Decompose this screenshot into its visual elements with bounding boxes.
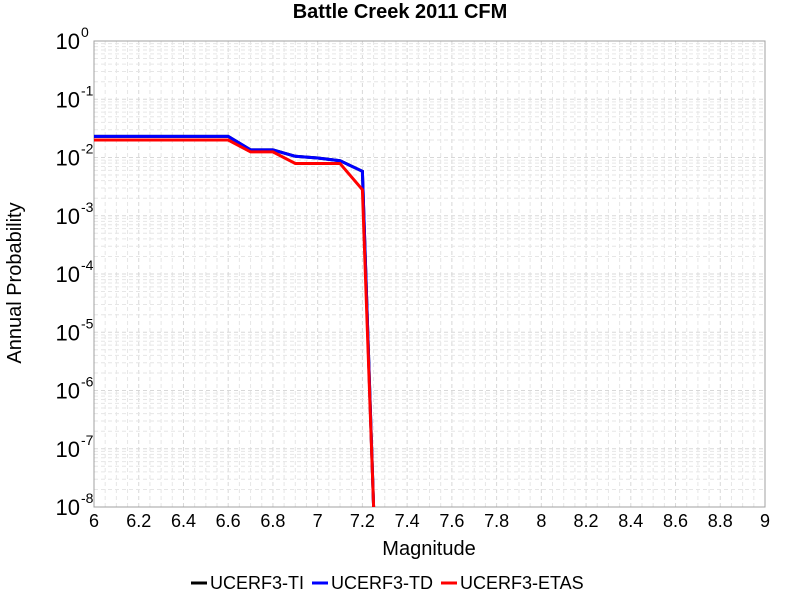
legend-label: UCERF3-TI — [210, 573, 304, 593]
x-tick-label: 6.6 — [216, 511, 241, 531]
y-tick-label: 10 — [56, 87, 80, 112]
y-tick-exponent: -2 — [81, 141, 94, 157]
y-tick-exponent: -1 — [81, 82, 94, 98]
y-axis-label: Annual Probability — [4, 202, 26, 363]
grid — [93, 40, 766, 508]
y-tick-exponent: -8 — [81, 490, 94, 506]
y-tick-label: 10 — [56, 204, 80, 229]
series-layer — [94, 134, 376, 508]
series-line-ucerf3-td — [94, 134, 376, 508]
series-line-ucerf3-ti — [94, 134, 376, 508]
y-tick-exponent: -4 — [81, 257, 94, 273]
x-tick-label: 8.4 — [618, 511, 643, 531]
x-tick-label: 6.8 — [260, 511, 285, 531]
x-tick-label: 7.8 — [484, 511, 509, 531]
y-tick-exponent: 0 — [81, 24, 89, 40]
x-axis-label: Magnitude — [382, 538, 475, 560]
y-tick-label: 10 — [56, 146, 80, 171]
legend: UCERF3-TI UCERF3-TD UCERF3-ETAS — [191, 573, 584, 593]
x-tick-label: 8.8 — [708, 511, 733, 531]
y-tick-exponent: -7 — [81, 432, 94, 448]
x-tick-label: 7.4 — [395, 511, 420, 531]
x-axis: 6 6.2 6.4 6.6 6.8 7 7.2 7.4 7.6 7.8 8 8.2 8.4 8.6 8.8 9 — [89, 511, 770, 531]
y-tick-label: 10 — [56, 262, 80, 287]
x-tick-label: 6.4 — [171, 511, 196, 531]
x-tick-label: 8.2 — [574, 511, 599, 531]
y-tick-exponent: -6 — [81, 374, 94, 390]
x-tick-label: 6.2 — [126, 511, 151, 531]
y-tick-label: 10 — [56, 495, 80, 520]
y-tick-exponent: -5 — [81, 315, 94, 331]
x-tick-label: 9 — [760, 511, 770, 531]
y-tick-label: 10 — [56, 379, 80, 404]
legend-label: UCERF3-ETAS — [460, 573, 584, 593]
y-tick-label: 10 — [56, 437, 80, 462]
x-tick-label: 7.2 — [350, 511, 375, 531]
y-tick-label: 10 — [56, 29, 80, 54]
plot-area — [93, 40, 766, 508]
x-tick-label: 8 — [536, 511, 546, 531]
y-tick-label: 10 — [56, 320, 80, 345]
x-tick-label: 7 — [313, 511, 323, 531]
chart-title: Battle Creek 2011 CFM — [293, 1, 508, 23]
y-tick-exponent: -3 — [81, 199, 94, 215]
legend-label: UCERF3-TD — [331, 573, 433, 593]
x-tick-label: 7.6 — [439, 511, 464, 531]
series-line-ucerf3-etas — [94, 138, 376, 508]
x-tick-label: 8.6 — [663, 511, 688, 531]
x-tick-label: 6 — [89, 511, 99, 531]
